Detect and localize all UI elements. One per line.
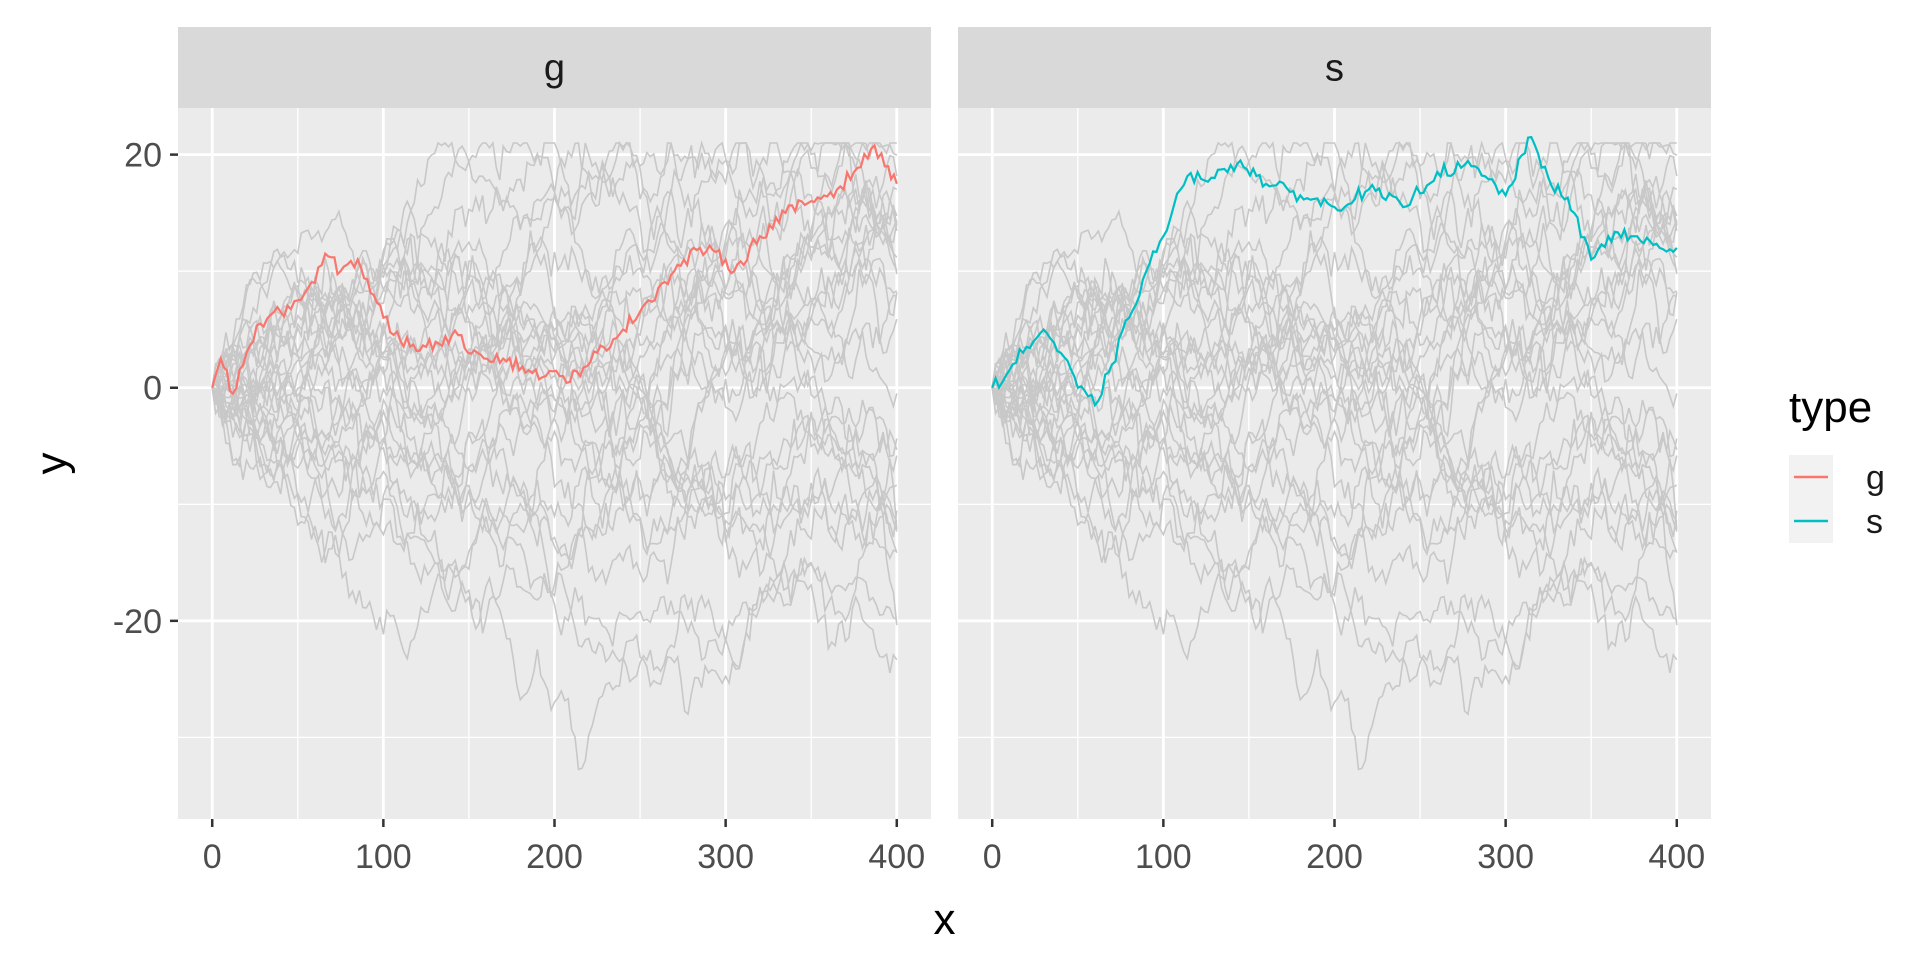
facet-strip <box>958 27 1711 108</box>
background-series-line <box>211 154 898 662</box>
background-series-line <box>211 142 897 425</box>
x-tick-label: 400 <box>868 838 925 876</box>
x-tick-label: 200 <box>526 838 583 876</box>
background-series-line <box>991 154 1678 662</box>
background-series-line <box>211 370 898 542</box>
background-series-line <box>991 372 1678 684</box>
x-tick-label: 200 <box>1306 838 1363 876</box>
series-line-g <box>211 143 898 396</box>
background-series-line <box>991 188 1678 548</box>
x-tick-label: 100 <box>355 838 412 876</box>
background-series-line <box>992 386 1678 598</box>
background-series-line <box>991 186 1678 412</box>
x-tick-label: 0 <box>983 838 1002 876</box>
background-series-line <box>991 372 1678 570</box>
background-series-line <box>211 188 898 548</box>
background-series-line <box>991 370 1678 542</box>
background-series-line <box>211 231 898 601</box>
facet-strip-label: g <box>544 48 565 90</box>
background-series-line <box>211 372 898 570</box>
legend-label-s: s <box>1866 503 1883 541</box>
background-series-line <box>991 142 1677 425</box>
x-tick-label: 100 <box>1135 838 1192 876</box>
x-tick-label: 300 <box>1477 838 1534 876</box>
legend-title: type <box>1789 383 1872 432</box>
facet-panel-s: s 0 100 200 300 400 <box>958 27 1711 876</box>
background-series-line <box>211 140 898 388</box>
y-tick-label: 20 <box>124 137 162 175</box>
background-series-line <box>991 221 1678 429</box>
y-tick-label: -20 <box>113 603 162 641</box>
background-series-line <box>211 263 898 554</box>
background-series-line <box>211 376 898 771</box>
background-series-line <box>991 140 1678 388</box>
y-tick-label: 0 <box>143 370 162 408</box>
x-tick-label: 0 <box>203 838 222 876</box>
background-series-line <box>211 317 898 533</box>
x-tick-label: 400 <box>1648 838 1705 876</box>
facet-strip-label: s <box>1325 48 1344 90</box>
background-series-line <box>211 186 898 397</box>
background-series-line <box>991 186 1678 397</box>
background-series-line <box>991 164 1678 474</box>
background-series-line <box>991 230 1678 389</box>
background-series-line <box>211 300 898 552</box>
background-series-line <box>211 164 898 474</box>
background-series-line <box>211 221 898 429</box>
background-series-line <box>991 263 1678 554</box>
x-tick-label: 300 <box>697 838 754 876</box>
legend-label-g: g <box>1866 459 1885 497</box>
series-line-s <box>991 135 1678 408</box>
background-series-line <box>991 231 1678 601</box>
background-series-line <box>991 376 1678 771</box>
facet-panel-g: g 0 100 200 300 400 <box>178 27 931 876</box>
background-series-line <box>211 372 898 684</box>
legend: type gs <box>1789 383 1885 543</box>
background-series-line <box>211 230 898 389</box>
background-series-line <box>991 300 1678 552</box>
x-axis-title: x <box>934 895 956 944</box>
background-series-line <box>991 317 1678 533</box>
background-series-line <box>212 386 898 598</box>
background-series-line <box>211 140 898 389</box>
background-series-line <box>991 140 1678 389</box>
y-axis-title: y <box>27 453 76 475</box>
facet-strip <box>178 27 931 108</box>
